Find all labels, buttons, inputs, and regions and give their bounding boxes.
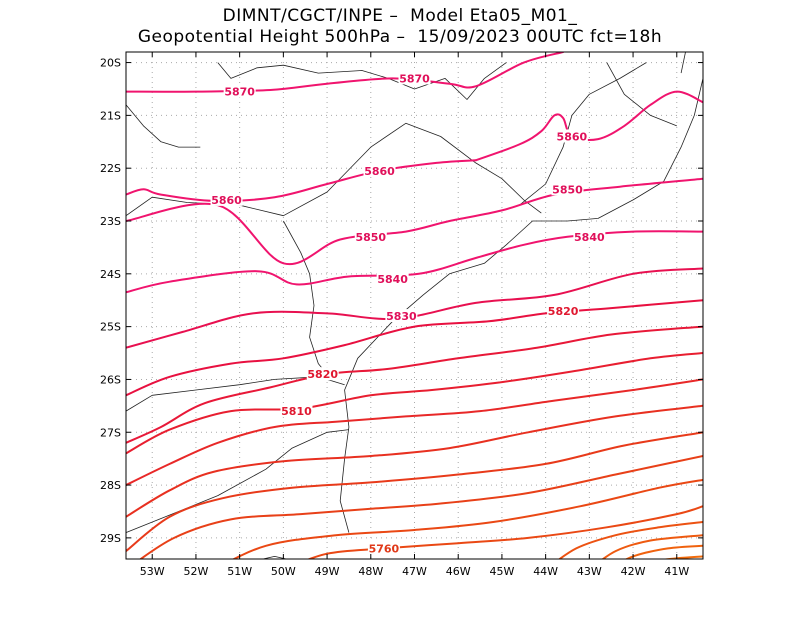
title-line-2: Geopotential Height 500hPa – 15/09/2023 … bbox=[137, 27, 663, 47]
contour-line-5770 bbox=[126, 431, 703, 553]
contour-label-bg bbox=[223, 84, 256, 98]
lon-axis: 53W 52W 51W 50W 49W 48W 47W 46W 45W 44W 43W 42W 41W bbox=[140, 52, 689, 578]
contour-label-bg bbox=[367, 541, 400, 555]
lon-tick-label: 46W bbox=[446, 565, 471, 578]
lat-tick-label: 29S bbox=[100, 532, 121, 545]
contour-label: 5850 bbox=[552, 183, 583, 196]
contour-line-5800 bbox=[126, 352, 703, 455]
lon-tick-label: 53W bbox=[140, 565, 165, 578]
contour-label: 5820 bbox=[307, 368, 338, 381]
contour-label-bg bbox=[306, 367, 339, 381]
contour-line-5750 bbox=[557, 521, 703, 559]
contour-label-bg bbox=[573, 229, 606, 243]
lat-tick-label: 22S bbox=[100, 162, 121, 175]
contour-line-5780 bbox=[126, 404, 703, 518]
lat-tick-label: 28S bbox=[100, 479, 121, 492]
coastline bbox=[283, 220, 332, 380]
contour-line-5850 bbox=[126, 177, 703, 266]
lat-tick-label: 27S bbox=[100, 426, 121, 439]
contour-label-bg bbox=[551, 182, 584, 196]
lon-tick-label: 44W bbox=[533, 565, 558, 578]
contour-label-bg bbox=[354, 229, 387, 243]
coastline bbox=[126, 122, 542, 217]
contour-label-bg bbox=[385, 309, 418, 323]
contour-label: 5830 bbox=[386, 310, 417, 323]
contour-line-5790 bbox=[126, 378, 703, 487]
contour-label: 5860 bbox=[557, 131, 588, 144]
coastline bbox=[217, 62, 507, 100]
contour-label: 5860 bbox=[364, 165, 395, 178]
contour-labels: 5870 5870 5860 5860 5860 5850 5850 5840 5840 5830… bbox=[210, 71, 606, 555]
lat-tick-label: 23S bbox=[100, 215, 121, 228]
contour-label: 5760 bbox=[369, 542, 400, 555]
contour-label: 5870 bbox=[399, 72, 430, 85]
lat-tick-label: 20S bbox=[100, 57, 121, 70]
contour-line-5870 bbox=[126, 52, 565, 93]
contour-line-5760 bbox=[139, 455, 703, 559]
contour-label-bg bbox=[363, 163, 396, 177]
lon-tick-label: 41W bbox=[664, 565, 689, 578]
contour-line-5820 bbox=[126, 299, 703, 397]
lon-tick-label: 48W bbox=[358, 565, 383, 578]
coastline bbox=[606, 62, 677, 127]
lat-tick-label: 25S bbox=[100, 321, 121, 334]
contour-line-5720 bbox=[660, 555, 703, 559]
contour-label: 5840 bbox=[377, 273, 408, 286]
contour-label-bg bbox=[280, 404, 313, 418]
contour-line-5860 bbox=[126, 159, 477, 203]
lon-tick-label: 47W bbox=[402, 565, 427, 578]
lon-tick-label: 49W bbox=[315, 565, 340, 578]
contour-line-5760 bbox=[306, 505, 703, 559]
coastline bbox=[126, 104, 201, 148]
lon-tick-label: 50W bbox=[271, 565, 296, 578]
lat-tick-label: 26S bbox=[100, 373, 121, 386]
lon-tick-label: 45W bbox=[489, 565, 514, 578]
contour-line-5740 bbox=[601, 534, 703, 559]
contour-label-bg bbox=[376, 272, 409, 286]
contour-line-5810 bbox=[126, 325, 703, 444]
contour-lines bbox=[126, 52, 703, 559]
contour-label: 5820 bbox=[548, 305, 579, 318]
lon-tick-label: 42W bbox=[621, 565, 646, 578]
contour-label: 5810 bbox=[281, 405, 312, 418]
lat-tick-label: 24S bbox=[100, 268, 121, 281]
coastline bbox=[519, 62, 647, 206]
contour-label-bg bbox=[547, 303, 580, 317]
lon-tick-label: 52W bbox=[184, 565, 209, 578]
lat-tick-label: 21S bbox=[100, 109, 121, 122]
contour-label: 5840 bbox=[574, 231, 605, 244]
lat-axis: 20S 21S 22S 23S 24S 25S 26S 27S 28S 29S bbox=[100, 57, 703, 545]
contour-line-5730 bbox=[624, 544, 703, 559]
contour-label-bg bbox=[398, 71, 431, 85]
contour-label: 5870 bbox=[224, 86, 255, 99]
lon-tick-label: 51W bbox=[227, 565, 252, 578]
contour-label: 5860 bbox=[211, 194, 242, 207]
contour-line-5750 bbox=[231, 478, 703, 559]
coastline bbox=[680, 52, 686, 74]
contour-label-bg bbox=[555, 129, 588, 143]
contour-label-bg bbox=[210, 192, 243, 206]
contour-label: 5850 bbox=[355, 231, 386, 244]
lon-tick-label: 43W bbox=[577, 565, 602, 578]
title-line-1: DIMNT/CGCT/INPE – Model Eta05_M01_ bbox=[222, 6, 578, 26]
